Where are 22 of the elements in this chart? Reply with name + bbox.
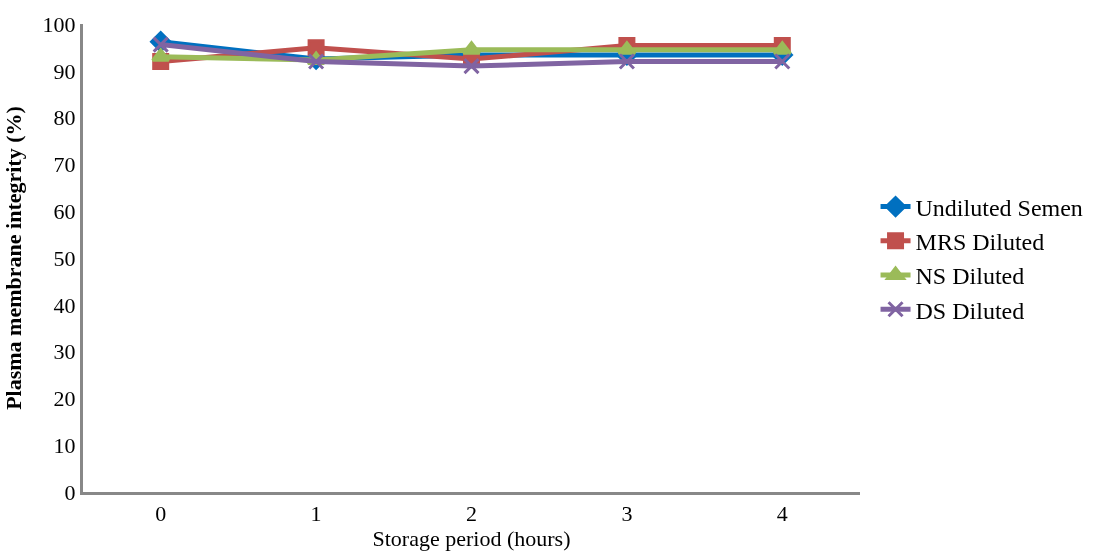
- x-axis-title: Storage period (hours): [372, 526, 571, 552]
- x-tick-label: 1: [310, 501, 322, 527]
- y-tick-label: 70: [53, 152, 76, 178]
- x-tick-label: 3: [621, 501, 633, 527]
- y-tick-label: 60: [53, 198, 76, 224]
- y-tick-label: 50: [53, 245, 76, 271]
- y-tick-label: 30: [53, 339, 76, 365]
- legend-label: NS Diluted: [915, 263, 1025, 290]
- y-tick-label: 10: [53, 432, 76, 458]
- y-tick-label: 90: [53, 58, 76, 84]
- x-tick-label: 2: [466, 501, 477, 527]
- y-tick-label: 80: [53, 105, 76, 131]
- y-axis-title: Plasma membrane integrity (%): [1, 106, 27, 410]
- x-tick-label: 0: [155, 501, 167, 527]
- legend-label: MRS Diluted: [915, 229, 1045, 256]
- y-tick-label: 20: [53, 386, 76, 412]
- y-tick-label: 100: [42, 11, 76, 37]
- x-tick-label: 4: [776, 501, 788, 527]
- y-tick-label: 40: [53, 292, 76, 318]
- legend-label: Undiluted Semen: [915, 194, 1083, 221]
- legend-label: DS Diluted: [915, 297, 1025, 324]
- y-tick-label: 0: [64, 479, 76, 505]
